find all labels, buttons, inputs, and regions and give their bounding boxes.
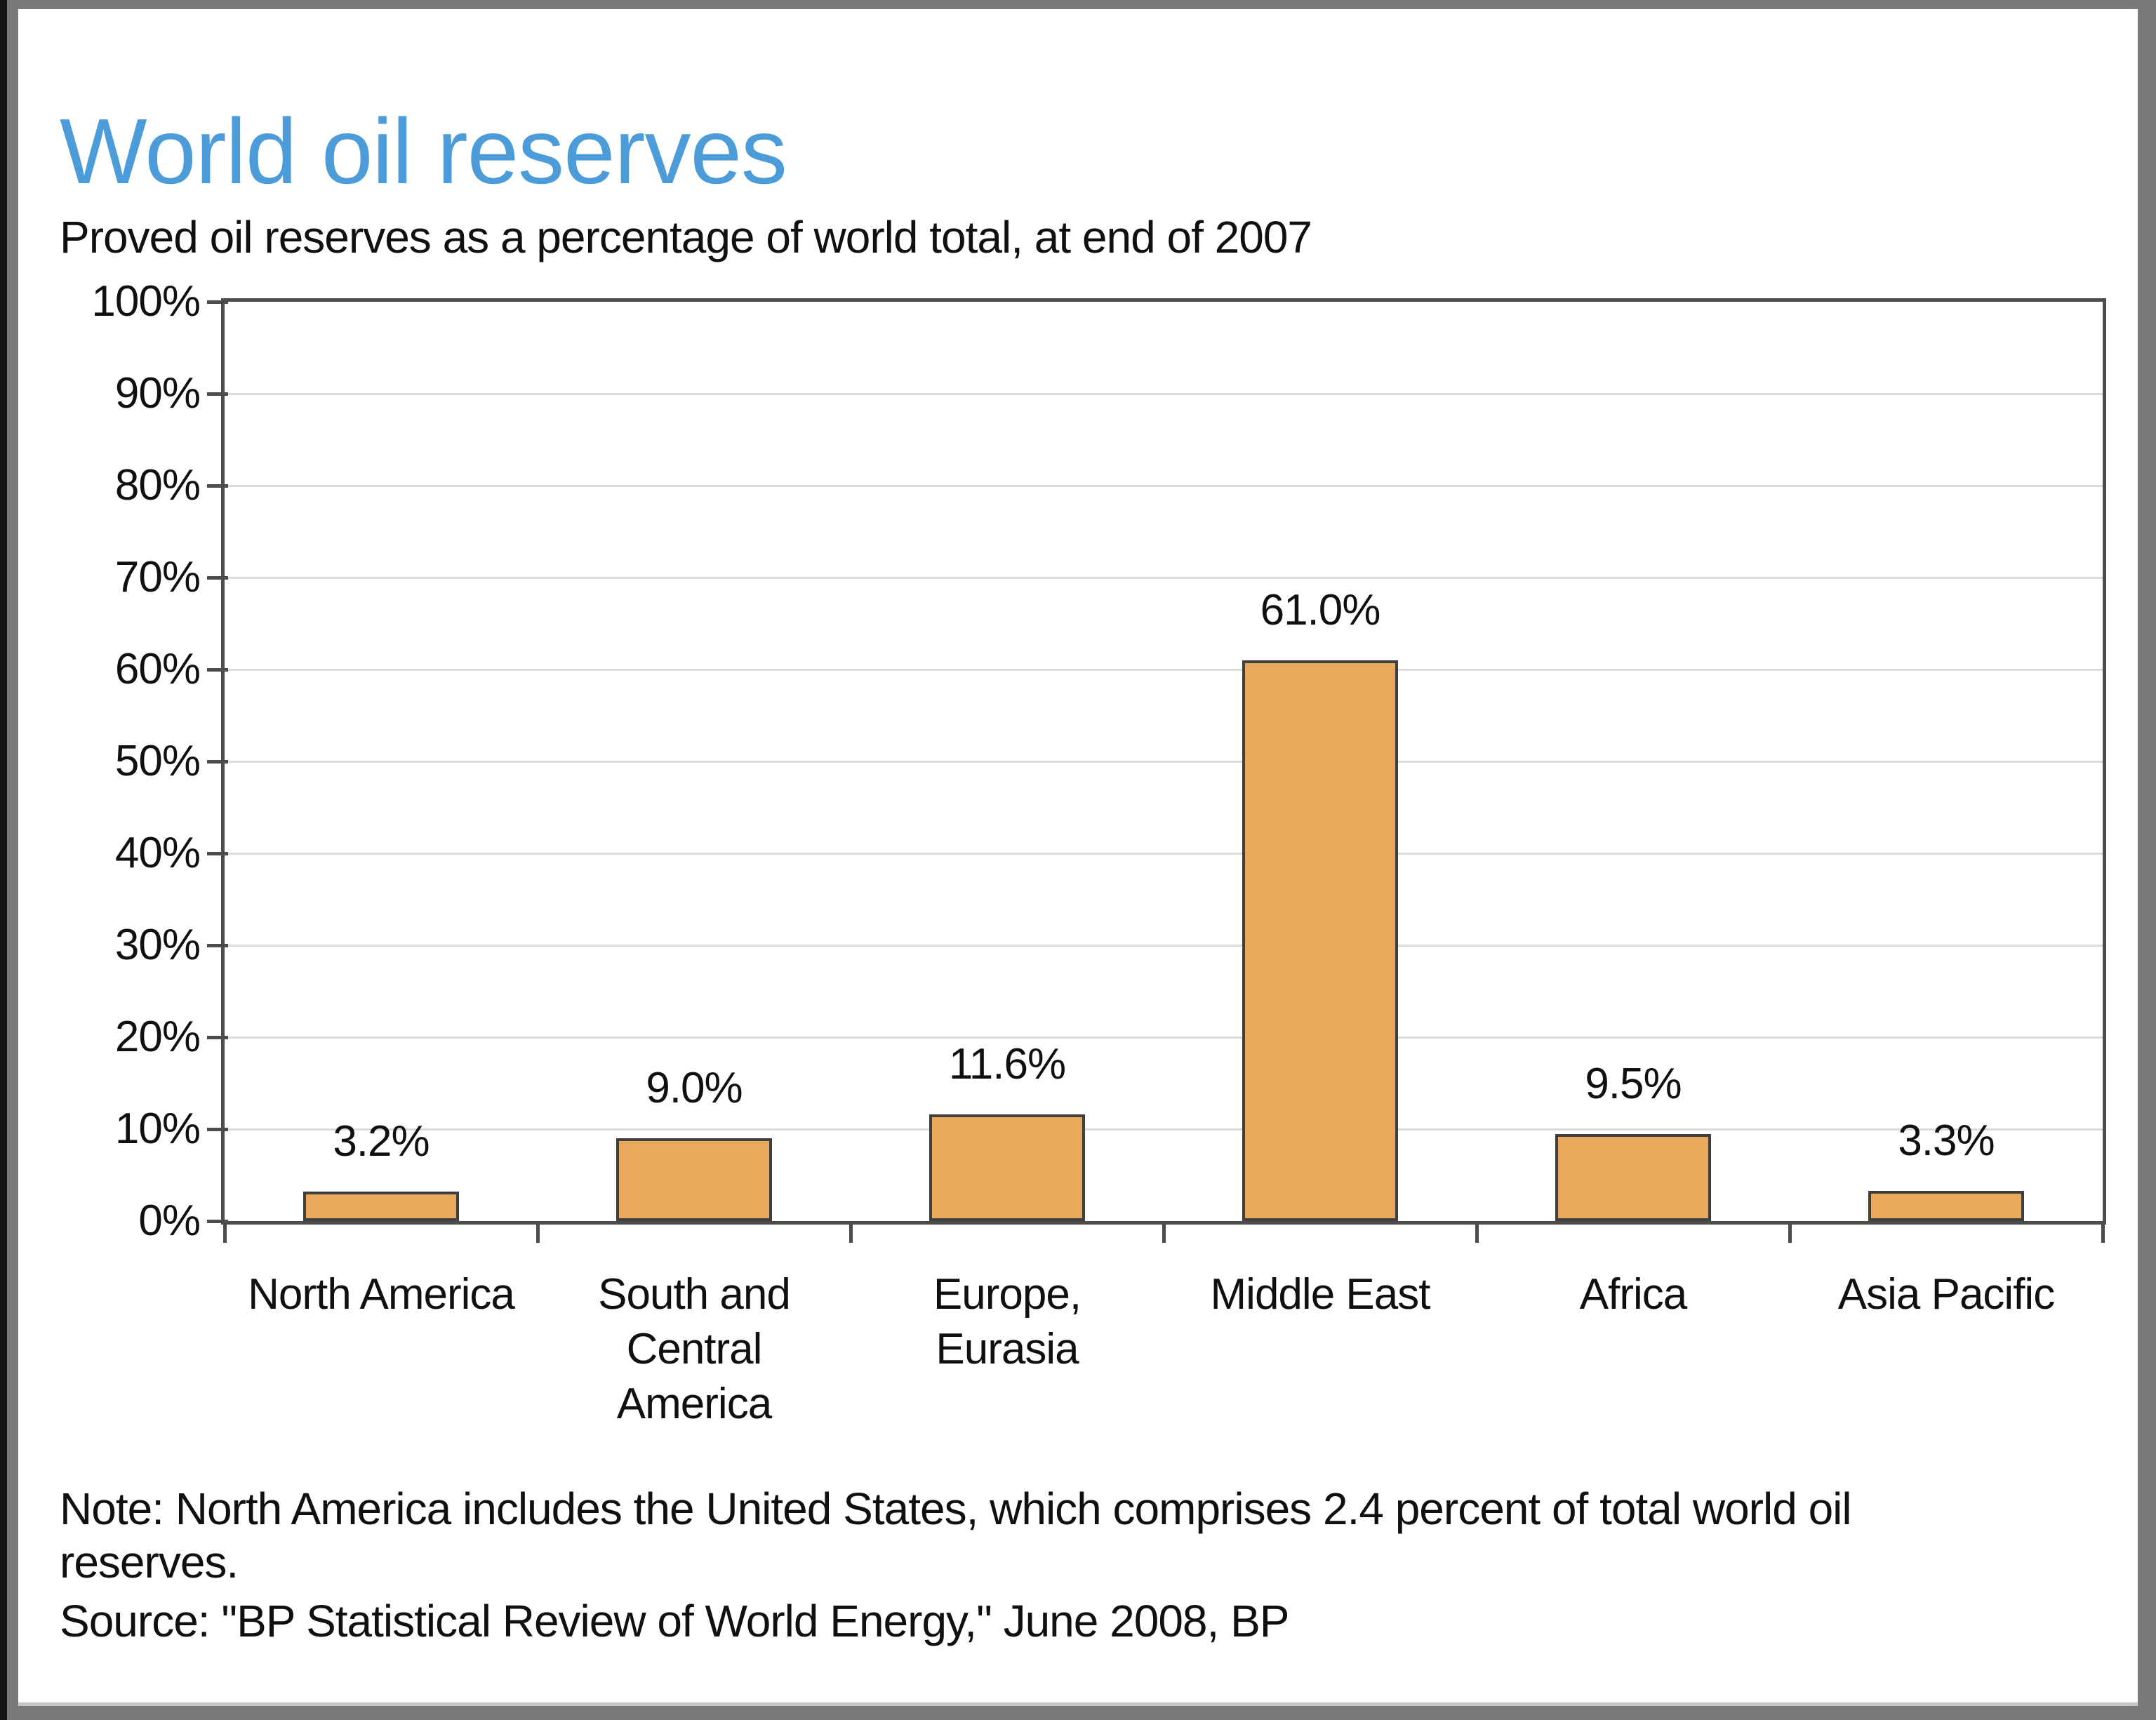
bar-north-america xyxy=(303,1192,459,1221)
y-axis-label-40%: 40% xyxy=(114,829,201,877)
bar-value-label: 3.2% xyxy=(333,1117,430,1166)
y-axis-label-80%: 80% xyxy=(114,461,201,509)
y-axis-label-10%: 10% xyxy=(114,1105,201,1153)
y-axis-tick-50% xyxy=(207,760,228,764)
gridline-30pct xyxy=(225,945,2103,947)
source-text: Source: "BP Statistical Review of World … xyxy=(60,1596,1289,1646)
window-edge-left xyxy=(0,0,7,1720)
y-axis-label-70%: 70% xyxy=(114,553,201,601)
x-axis-tick-0 xyxy=(223,1225,227,1243)
note-text: Note: North America includes the United … xyxy=(60,1482,2095,1589)
y-axis-tick-20% xyxy=(207,1036,228,1039)
y-axis-label-90%: 90% xyxy=(114,369,201,418)
x-axis-tick-3 xyxy=(1162,1225,1166,1243)
y-axis-label-60%: 60% xyxy=(114,645,201,693)
category-label-line: North America xyxy=(248,1270,515,1319)
y-axis-tick-10% xyxy=(207,1128,228,1131)
bar-value-label: 3.3% xyxy=(1898,1116,1995,1165)
category-label-line: Europe, xyxy=(933,1270,1082,1319)
y-axis-label-100%: 100% xyxy=(91,277,201,326)
gridline-50pct xyxy=(225,761,2103,763)
y-axis-tick-0% xyxy=(207,1220,228,1223)
gridline-80pct xyxy=(225,485,2103,487)
gridline-10pct xyxy=(225,1128,2103,1131)
y-axis-tick-30% xyxy=(207,944,228,947)
category-label: South and Central America xyxy=(533,1267,856,1432)
report-panel xyxy=(18,9,2138,1706)
x-axis-tick-2 xyxy=(849,1225,853,1243)
y-axis-label-0%: 0% xyxy=(138,1196,201,1245)
bar-value-label: 11.6% xyxy=(948,1040,1066,1088)
note-line-2: reserves. xyxy=(60,1537,239,1587)
category-label: Middle East xyxy=(1159,1267,1482,1322)
y-axis-label-50%: 50% xyxy=(114,737,201,785)
category-label-line: South and xyxy=(598,1270,791,1319)
category-label-line: Africa xyxy=(1579,1270,1687,1319)
y-axis-tick-100% xyxy=(207,300,228,304)
category-label-line: America xyxy=(616,1380,772,1428)
y-axis-tick-90% xyxy=(207,392,228,396)
bar-value-label: 9.5% xyxy=(1585,1060,1682,1108)
x-axis-tick-5 xyxy=(1788,1225,1792,1243)
note-line-1: Note: North America includes the United … xyxy=(60,1484,1852,1534)
category-label-line: Eurasia xyxy=(936,1325,1079,1373)
chart-subtitle: Proved oil reserves as a percentage of w… xyxy=(60,212,1312,262)
bar-south-and-central-america xyxy=(616,1138,772,1221)
gridline-90pct xyxy=(225,393,2103,395)
y-axis-label-30%: 30% xyxy=(114,921,201,969)
category-label-line: Asia Pacific xyxy=(1837,1270,2055,1319)
bar-value-label: 61.0% xyxy=(1260,586,1381,634)
bar-europe-eurasia xyxy=(929,1114,1085,1221)
gridline-70pct xyxy=(225,577,2103,579)
y-axis-tick-60% xyxy=(207,668,228,672)
x-axis-tick-1 xyxy=(536,1225,540,1243)
category-label-line: Middle East xyxy=(1210,1270,1431,1319)
bar-middle-east xyxy=(1242,660,1398,1221)
x-axis-tick-6 xyxy=(2101,1225,2105,1243)
y-axis-label-20%: 20% xyxy=(114,1013,201,1061)
category-label: Africa xyxy=(1472,1267,1795,1322)
category-label: Europe, Eurasia xyxy=(846,1267,1169,1377)
y-axis-tick-80% xyxy=(207,484,228,488)
y-axis-tick-70% xyxy=(207,576,228,580)
gridline-40pct xyxy=(225,853,2103,855)
category-label: Asia Pacific xyxy=(1785,1267,2108,1322)
gridline-60pct xyxy=(225,669,2103,671)
category-label: North America xyxy=(220,1267,543,1322)
chart-title: World oil reserves xyxy=(60,100,787,203)
gridline-20pct xyxy=(225,1036,2103,1039)
y-axis-tick-40% xyxy=(207,852,228,855)
bar-asia-pacific xyxy=(1868,1191,2024,1221)
category-label-line: Central xyxy=(626,1325,763,1373)
x-axis-tick-4 xyxy=(1475,1225,1479,1243)
bar-africa xyxy=(1555,1134,1711,1221)
bar-value-label: 9.0% xyxy=(646,1064,743,1112)
